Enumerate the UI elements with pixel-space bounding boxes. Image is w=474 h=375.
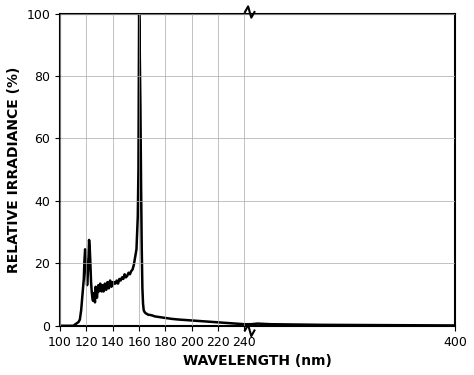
X-axis label: WAVELENGTH (nm): WAVELENGTH (nm) xyxy=(183,354,332,368)
Y-axis label: RELATIVE IRRADIANCE (%): RELATIVE IRRADIANCE (%) xyxy=(7,66,21,273)
